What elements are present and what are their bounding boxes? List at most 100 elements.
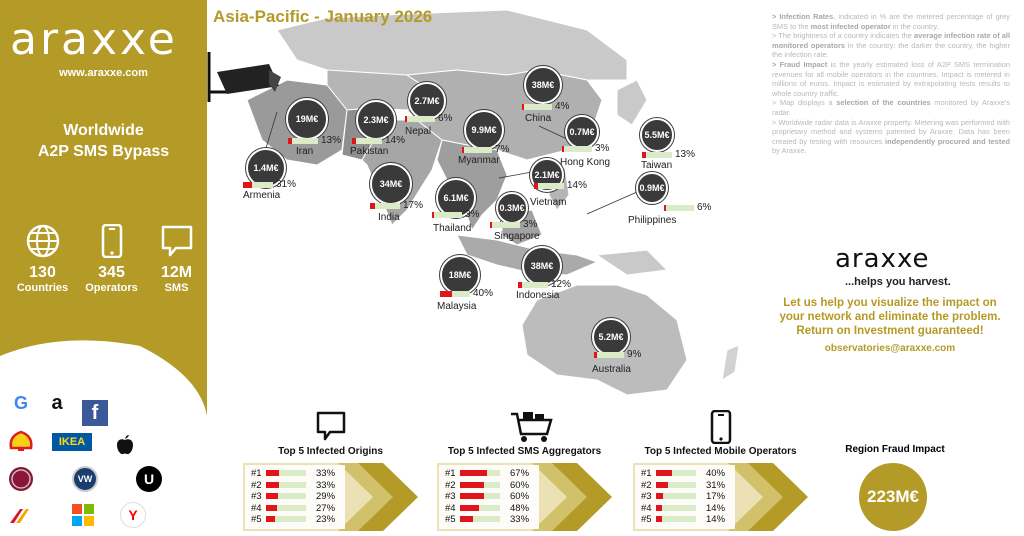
new-zealand-region [721, 344, 740, 382]
contact-email-link[interactable]: observatories@araxxe.com [824, 343, 956, 354]
infection-bar-fill [518, 282, 522, 288]
rank-pct: 33% [316, 468, 336, 479]
google-logo: G [13, 392, 28, 413]
rank-bar-fill [656, 493, 663, 499]
panel-title: Top 5 Infected SMS Aggregators [447, 446, 602, 457]
region-fraud-impact-label: Region Fraud Impact [845, 444, 945, 455]
infection-pct-nepal: 6% [438, 113, 453, 124]
country-name-singapore: Singapore [494, 231, 540, 242]
rank-label: #2 [251, 479, 262, 491]
stat-countries: 130 Countries [8, 224, 77, 294]
phone-icon [101, 224, 122, 258]
japan-region [616, 79, 648, 126]
infection-bar-fill [664, 205, 666, 211]
sms-bubble-icon [316, 411, 346, 441]
uber-logo: U [136, 466, 162, 492]
page-title: Asia-Pacific - January 2026 [213, 7, 433, 26]
rank-label: #4 [445, 502, 456, 514]
rank-label: #5 [251, 514, 262, 525]
rank-bar [266, 481, 306, 488]
website-link[interactable]: www.araxxe.com [59, 67, 148, 79]
rank-bar [460, 516, 500, 522]
amazon-logo: a [51, 391, 63, 414]
araxxe-logo-promo: araxxe [835, 244, 930, 274]
infection-bar-malaysia [440, 291, 470, 297]
rank-bar-fill [656, 481, 669, 488]
note-brightness: > The brightness of a country indicates … [772, 31, 1010, 60]
infection-pct-myanmar: 7% [495, 144, 510, 155]
infection-bar-fill [534, 183, 539, 189]
rank-label: #5 [641, 514, 652, 525]
panel-title: Top 5 Infected Origins [278, 446, 383, 457]
infection-pct-hong-kong: 3% [595, 143, 610, 154]
rank-bar-fill [656, 470, 672, 476]
impact-bubble-indonesia: 38M€ [522, 246, 562, 286]
impact-bubble-singapore: 0.3M€ [496, 192, 528, 224]
infection-bar-singapore [490, 222, 520, 228]
country-name-india: India [378, 212, 400, 223]
impact-bubble-malaysia: 18M€ [440, 255, 480, 295]
infection-pct-china: 4% [555, 101, 570, 112]
rank-pct: 33% [316, 479, 336, 491]
infection-bar-hong-kong [562, 146, 592, 152]
country-name-armenia: Armenia [243, 190, 281, 201]
infection-pct-indonesia: 12% [551, 279, 572, 290]
rank-bar [656, 470, 696, 476]
camera-icon [207, 52, 281, 102]
rank-pct: 31% [706, 479, 726, 491]
headline-line1: Worldwide [63, 122, 144, 139]
rank-pct: 33% [510, 514, 530, 525]
info-notes: > Infection Rates, indicated in % are th… [772, 12, 1010, 156]
rank-pct: 60% [510, 479, 530, 491]
yandex-logo: Y [120, 502, 146, 528]
pitch-text: Let us help you visualize the impact on … [770, 296, 1010, 338]
rank-bar [656, 481, 696, 488]
pitch-line: Return on Investment guaranteed! [796, 325, 984, 337]
rank-label: #2 [641, 479, 652, 491]
infection-bar-nepal [405, 116, 435, 122]
rank-bar-fill [266, 504, 277, 511]
impact-bubble-iran: 19M€ [286, 98, 328, 140]
stat-label: Countries [16, 282, 69, 294]
country-name-australia: Australia [592, 364, 631, 375]
rank-bar-fill [460, 481, 484, 488]
note-infection-rates: > Infection Rates, indicated in % are th… [772, 12, 1010, 31]
globe-icon [26, 224, 59, 258]
country-name-malaysia: Malaysia [437, 301, 477, 312]
infection-bar-australia [594, 352, 624, 358]
cart-icon [511, 412, 553, 442]
fiat-logo [8, 466, 34, 492]
rank-pct: 29% [316, 491, 336, 502]
stat-value: 130 [29, 264, 56, 281]
infection-pct-vietnam: 14% [567, 180, 588, 191]
infection-bar-fill [352, 138, 357, 144]
rank-pct: 27% [316, 502, 336, 514]
infection-bar-myanmar [462, 147, 492, 153]
rank-label: #1 [641, 468, 652, 479]
infection-bar-fill [490, 222, 492, 228]
rank-bar [460, 481, 500, 488]
note-property: > Worldwide radar data is Araxxe propert… [772, 117, 1010, 156]
impact-bubble-china: 38M€ [524, 66, 562, 104]
rank-bar-fill [266, 470, 280, 476]
country-name-pakistan: Pakistan [350, 146, 389, 157]
infection-pct-taiwan: 13% [675, 149, 696, 160]
rank-label: #4 [251, 502, 262, 514]
infection-bar-china [522, 104, 552, 110]
rank-label: #1 [445, 468, 456, 479]
country-name-hong-kong: Hong Kong [560, 157, 611, 168]
infection-bar-taiwan [642, 152, 672, 158]
rank-bar-fill [460, 504, 480, 511]
sms-bubble-icon [161, 225, 192, 257]
infection-bar-fill [462, 147, 465, 153]
rank-bar-fill [266, 493, 278, 499]
country-name-myanmar: Myanmar [458, 155, 500, 166]
rank-bar [656, 493, 696, 499]
rank-bar-fill [656, 504, 662, 511]
infection-bar-india [370, 203, 400, 209]
araxxe-logo: araxxe [10, 14, 178, 65]
rank-pct: 67% [510, 468, 530, 479]
rank-label: #3 [445, 491, 456, 502]
rank-pct: 60% [510, 491, 530, 502]
stat-sms: 12M SMS [142, 224, 207, 294]
